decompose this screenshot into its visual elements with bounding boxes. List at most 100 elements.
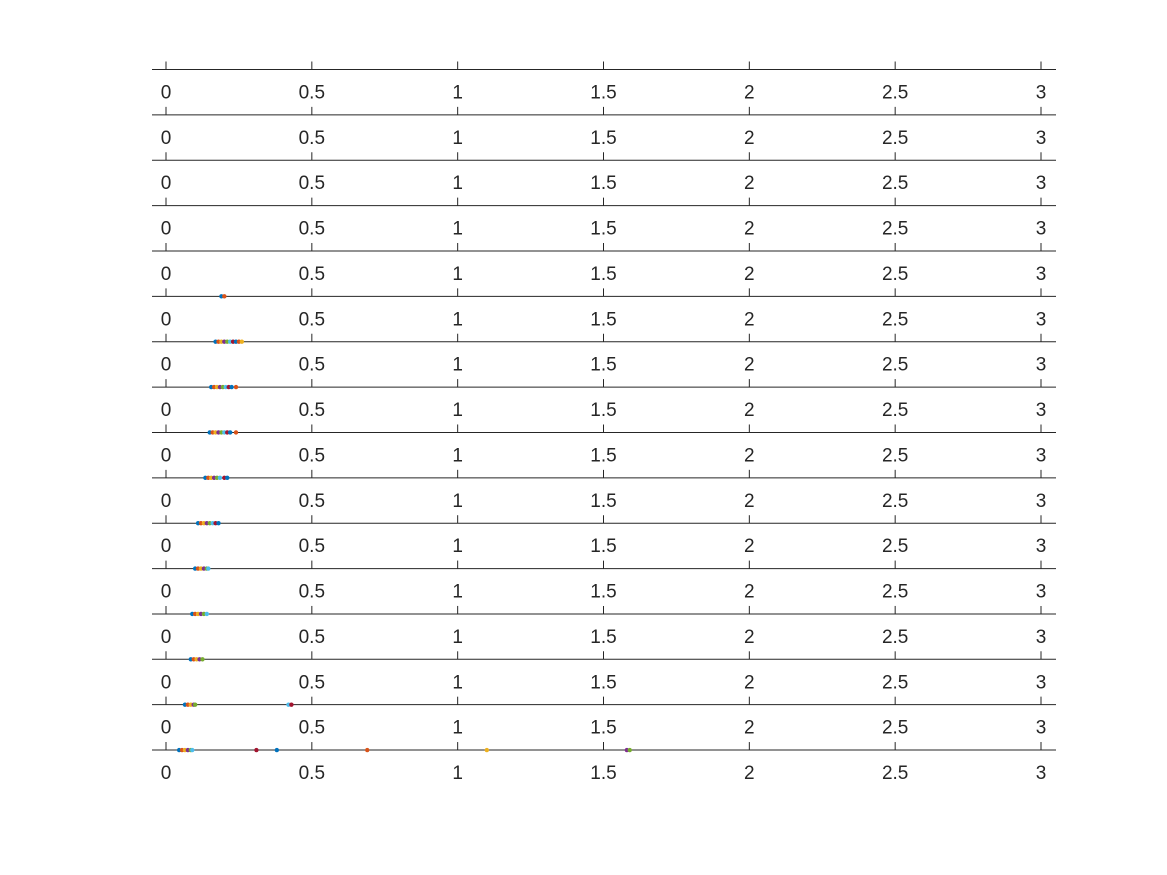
x-tick-label: 3: [1036, 264, 1047, 285]
x-tick-label: 0: [161, 672, 172, 693]
strip-axis: 0 0.5 1 1.5 2 2.5 3: [152, 288, 1056, 330]
x-tick-label: 1: [452, 219, 463, 240]
x-tick-label: 2.5: [882, 536, 908, 557]
x-tick-label: 2: [744, 536, 755, 557]
x-tick-label: 1.5: [590, 128, 616, 149]
x-tick-label: 1.5: [590, 445, 616, 466]
x-tick-label: 3: [1036, 536, 1047, 557]
x-tick-label: 2.5: [882, 763, 908, 784]
x-tick-label: 1: [452, 355, 463, 376]
x-tick-label: 1: [452, 536, 463, 557]
x-tick-label: 2.5: [882, 173, 908, 194]
x-tick-label: 2.5: [882, 83, 908, 104]
x-tick-label: 0: [161, 763, 172, 784]
x-tick-label: 0.5: [299, 128, 325, 149]
x-tick-label: 2: [744, 627, 755, 648]
x-tick-label: 1: [452, 672, 463, 693]
x-tick-label: 1.5: [590, 173, 616, 194]
strip-axis: 0 0.5 1 1.5 2 2.5 3: [152, 242, 1056, 285]
x-tick-label: 1: [452, 627, 463, 648]
x-tick-label: 3: [1036, 491, 1047, 512]
x-tick-label: 0.5: [299, 491, 325, 512]
x-tick-label: 2.5: [882, 627, 908, 648]
x-tick-label: 1: [452, 582, 463, 603]
strip-axis: 0 0.5 1 1.5 2 2.5 3: [152, 469, 1056, 512]
x-tick-label: 1.5: [590, 309, 616, 330]
x-tick-label: 0.5: [299, 309, 325, 330]
data-point: [216, 521, 221, 526]
x-tick-label: 1: [452, 83, 463, 104]
x-tick-label: 1.5: [590, 536, 616, 557]
x-tick-label: 0: [161, 355, 172, 376]
strip-axis: 0 0.5 1 1.5 2 2.5 3: [152, 696, 1056, 739]
x-tick-label: 0: [161, 219, 172, 240]
x-tick-label: 0: [161, 309, 172, 330]
x-tick-label: 0.5: [299, 536, 325, 557]
x-tick-label: 3: [1036, 128, 1047, 149]
strip-axis: 0 0.5 1 1.5 2 2.5 3: [152, 424, 1056, 466]
x-tick-label: 0: [161, 173, 172, 194]
x-tick-label: 2.5: [882, 445, 908, 466]
data-point: [484, 747, 490, 753]
x-tick-label: 2: [744, 83, 755, 104]
x-tick-label: 0.5: [299, 627, 325, 648]
x-tick-label: 0: [161, 445, 172, 466]
x-tick-label: 0.5: [299, 400, 325, 421]
x-tick-label: 0: [161, 264, 172, 285]
x-tick-label: 2: [744, 582, 755, 603]
x-tick-label: 3: [1036, 763, 1047, 784]
x-tick-label: 1.5: [590, 355, 616, 376]
x-tick-label: 2.5: [882, 672, 908, 693]
x-tick-label: 3: [1036, 83, 1047, 104]
x-tick-label: 2.5: [882, 355, 908, 376]
data-point: [233, 430, 239, 435]
strip-axis: 0 0.5 1 1.5 2 2.5 3: [152, 152, 1056, 194]
x-tick-label: 3: [1036, 445, 1047, 466]
x-tick-label: 3: [1036, 582, 1047, 603]
x-tick-label: 2: [744, 400, 755, 421]
x-tick-label: 1: [452, 128, 463, 149]
x-tick-label: 2.5: [882, 309, 908, 330]
strip-axis: 0 0.5 1 1.5 2 2.5 3: [152, 61, 1056, 104]
data-point: [217, 475, 223, 481]
x-tick-label: 2: [744, 309, 755, 330]
data-point: [192, 702, 198, 707]
data-point: [365, 747, 370, 753]
data-point: [204, 611, 210, 617]
x-tick-label: 2: [744, 491, 755, 512]
x-tick-label: 0: [161, 582, 172, 603]
data-point: [233, 384, 239, 390]
strip-axis: 0 0.5 1 1.5 2 2.5 3: [152, 605, 1056, 648]
strip-axis: 0 0.5 1 1.5 2 2.5 3: [152, 560, 1056, 603]
x-tick-label: 0: [161, 491, 172, 512]
x-tick-label: 3: [1036, 309, 1047, 330]
strip-axis: 0 0.5 1 1.5 2 2.5 3: [152, 651, 1056, 693]
x-tick-label: 2.5: [882, 219, 908, 240]
x-tick-label: 0: [161, 536, 172, 557]
data-point: [274, 747, 280, 753]
data-point: [289, 702, 294, 707]
x-tick-label: 0.5: [299, 219, 325, 240]
x-tick-label: 0.5: [299, 264, 325, 285]
x-tick-label: 1.5: [590, 718, 616, 739]
x-tick-label: 2: [744, 173, 755, 194]
x-tick-label: 2: [744, 219, 755, 240]
strip-axis: 0 0.5 1 1.5 2 2.5 3: [152, 106, 1056, 149]
x-tick-label: 2.5: [882, 264, 908, 285]
x-tick-label: 0: [161, 128, 172, 149]
x-tick-label: 2: [744, 264, 755, 285]
x-tick-label: 0: [161, 400, 172, 421]
strip-axis: 0 0.5 1 1.5 2 2.5 3: [152, 742, 1056, 784]
data-point: [227, 430, 233, 435]
x-tick-label: 1: [452, 309, 463, 330]
x-tick-label: 3: [1036, 355, 1047, 376]
x-tick-label: 0.5: [299, 355, 325, 376]
data-point: [190, 747, 195, 753]
strip-axis: 0 0.5 1 1.5 2 2.5 3: [152, 379, 1056, 421]
x-tick-label: 3: [1036, 400, 1047, 421]
strip-axis: 0 0.5 1 1.5 2 2.5 3: [152, 333, 1056, 376]
strip-axis: 0 0.5 1 1.5 2 2.5 3: [152, 515, 1056, 557]
data-point: [239, 339, 245, 344]
data-point: [222, 294, 227, 299]
